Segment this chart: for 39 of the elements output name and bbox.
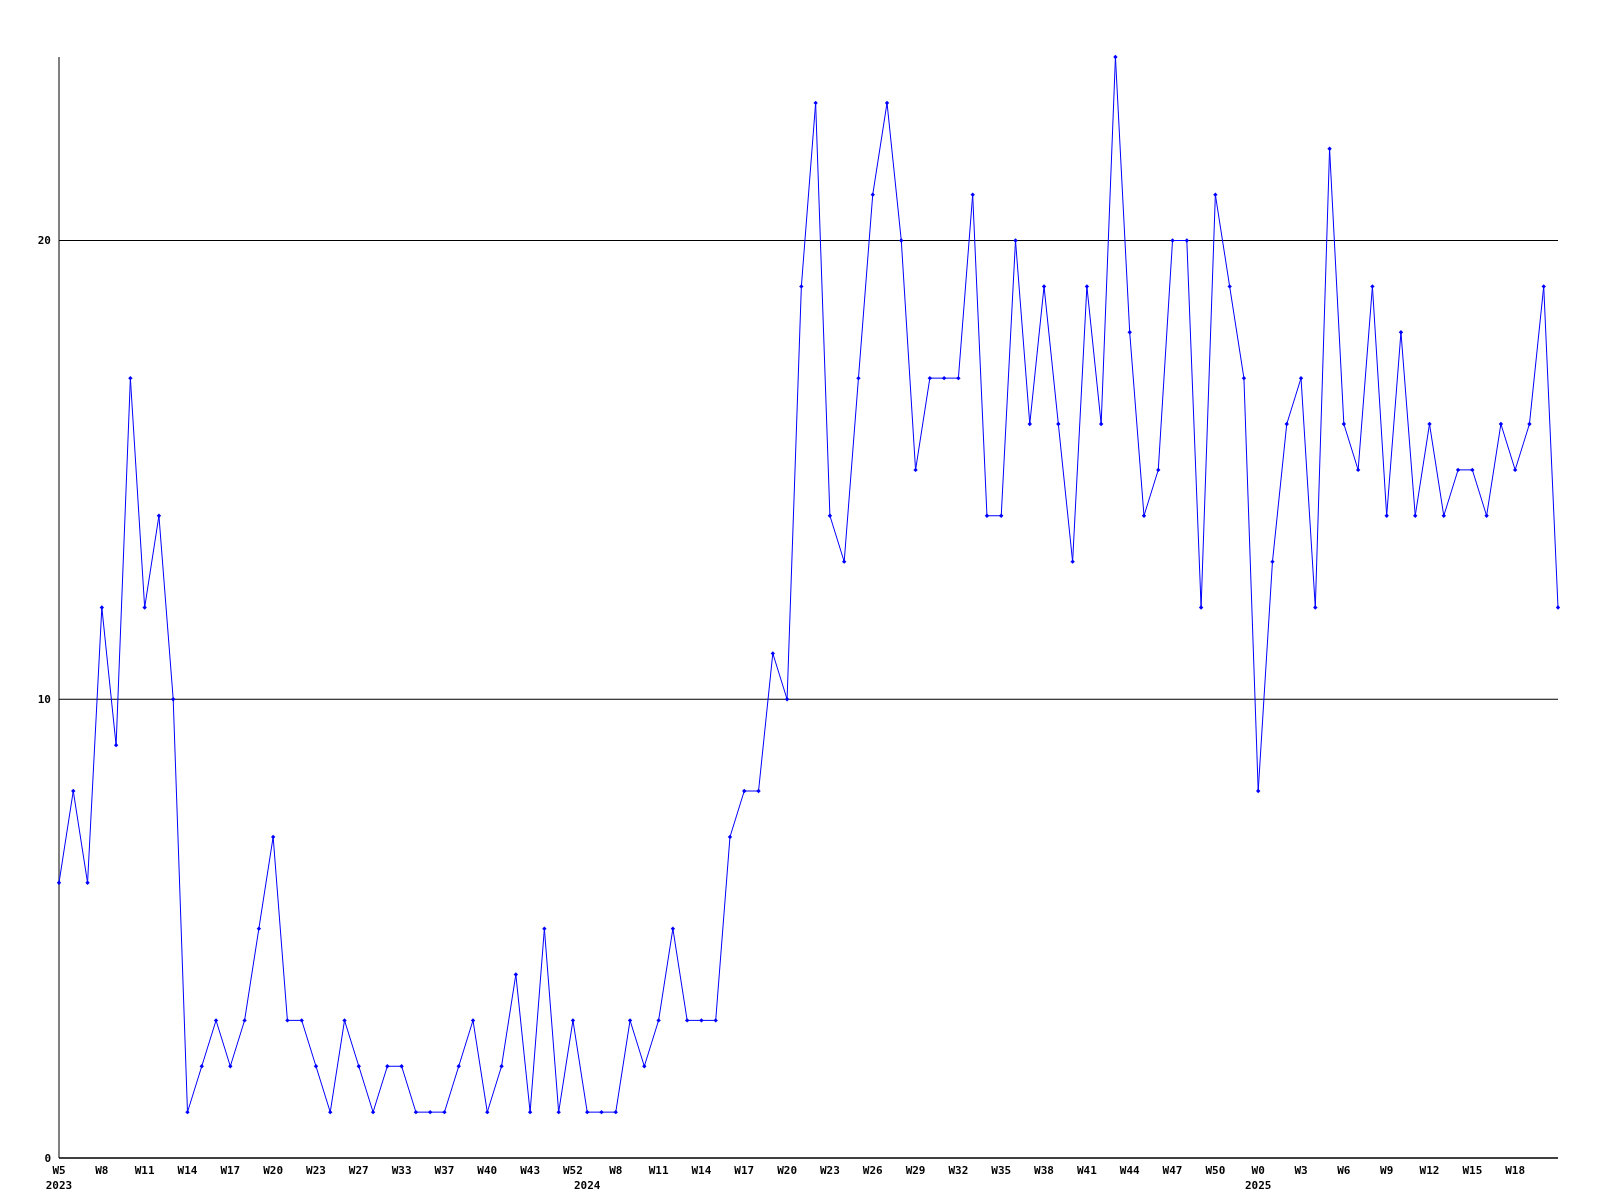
x-tick-label: W12 — [1419, 1164, 1440, 1177]
x-tick-label: W41 — [1076, 1164, 1098, 1177]
x-tick-label: W3 — [1294, 1164, 1308, 1177]
x-tick-label: W27 — [348, 1164, 369, 1177]
x-tick-label: W15 — [1462, 1164, 1483, 1177]
x-tick-label: W38 — [1034, 1164, 1054, 1177]
x-tick-label: W6 — [1337, 1164, 1351, 1177]
y-tick-label: 20 — [37, 234, 51, 248]
x-tick-label: 2024 — [573, 1179, 601, 1192]
x-tick-label: W17 — [734, 1164, 755, 1177]
x-tick-label: W11 — [134, 1164, 155, 1177]
x-tick-label: W37 — [434, 1164, 455, 1177]
x-tick-label: W11 — [648, 1164, 669, 1177]
x-tick-label: W0 2025 — [1244, 1164, 1272, 1192]
x-tick-label: W8 — [95, 1164, 109, 1177]
x-tick-label: W26 — [862, 1164, 884, 1177]
x-tick-label: W18 — [1505, 1164, 1526, 1177]
x-tick-label: W14 — [691, 1164, 712, 1177]
x-tick-label: W20 — [777, 1164, 798, 1177]
y-tick-label: 0 — [44, 1151, 51, 1165]
x-tick-label: W5 2023 — [45, 1164, 73, 1192]
x-tick-label: W29 — [905, 1164, 926, 1177]
x-tick-label: W47 — [1162, 1164, 1183, 1177]
x-tick-label: W52 — [563, 1164, 583, 1177]
x-tick-label: W9 — [1380, 1164, 1394, 1177]
x-tick-label: W14 — [177, 1164, 198, 1177]
y-tick-label: 10 — [37, 693, 51, 707]
x-tick-label: W8 — [609, 1164, 623, 1177]
x-tick-label: W50 — [1205, 1164, 1226, 1177]
x-tick-label: W23 — [819, 1164, 840, 1177]
x-tick-label: W44 — [1119, 1164, 1141, 1177]
x-tick-label: W17 — [220, 1164, 241, 1177]
x-tick-label: W43 — [520, 1164, 541, 1177]
x-tick-label: W40 — [477, 1164, 498, 1177]
x-tick-label: W32 — [948, 1164, 969, 1177]
x-tick-label: W35 — [991, 1164, 1012, 1177]
x-tick-label: W23 — [306, 1164, 326, 1177]
x-tick-label: W33 — [391, 1164, 412, 1177]
x-tick-label: W20 — [263, 1164, 284, 1177]
